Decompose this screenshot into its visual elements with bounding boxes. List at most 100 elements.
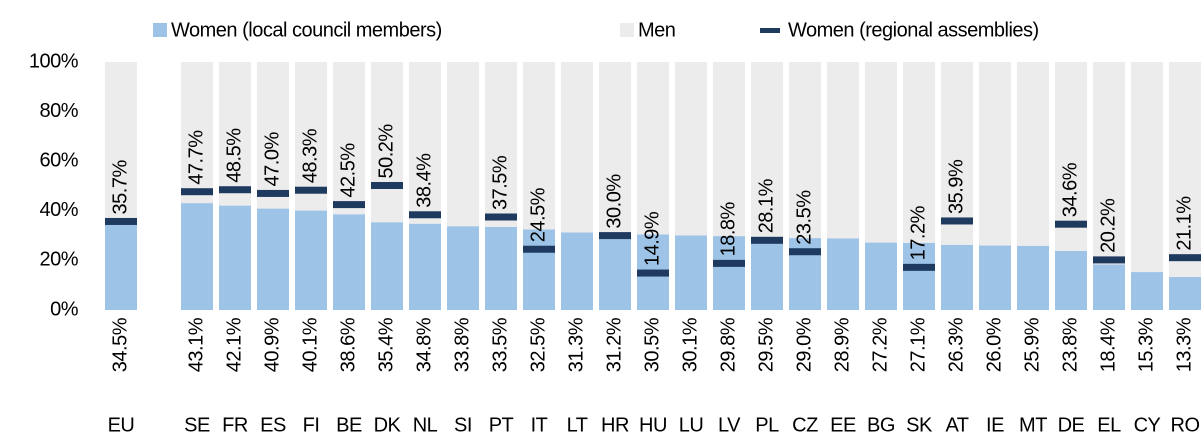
marker: [219, 186, 251, 194]
marker: [523, 245, 555, 253]
x-tick-label: SK: [906, 414, 933, 436]
bar-segment: [485, 62, 517, 227]
bar-segment: [675, 235, 707, 310]
x-tick-label: NL: [413, 414, 438, 436]
marker: [371, 182, 403, 190]
x-tick-label: HR: [601, 414, 629, 436]
data-label: 40.1%: [299, 317, 321, 372]
legend-swatch: [760, 28, 780, 33]
bar-segment: [447, 62, 479, 227]
marker: [485, 213, 517, 221]
data-label: 50.2%: [375, 124, 397, 179]
y-tick-label: 80%: [39, 100, 78, 122]
x-tick-label: AT: [945, 414, 968, 436]
x-tick-label: SI: [454, 414, 472, 436]
bar-segment: [295, 62, 327, 211]
data-label: 17.2%: [907, 205, 929, 260]
marker: [181, 188, 213, 196]
data-label: 14.9%: [641, 211, 663, 266]
data-label: 31.3%: [565, 317, 587, 372]
marker: [713, 259, 745, 267]
bar-segment: [447, 226, 479, 310]
data-label: 33.8%: [451, 317, 473, 372]
bar-segment: [105, 224, 137, 310]
data-label: 18.8%: [717, 201, 739, 256]
bar-segment: [1169, 62, 1201, 278]
data-label: 34.8%: [413, 317, 435, 372]
marker: [105, 217, 137, 225]
bar-segment: [789, 62, 821, 239]
data-label: 21.1%: [1173, 196, 1195, 251]
data-label: 23.5%: [793, 190, 815, 245]
x-tick-label: IE: [986, 414, 1004, 436]
data-label: 27.1%: [907, 317, 929, 372]
x-tick-label: CZ: [792, 414, 818, 436]
marker: [637, 269, 669, 277]
bar-segment: [219, 205, 251, 310]
data-label: 35.4%: [375, 317, 397, 372]
bar-segment: [485, 226, 517, 310]
bar-segment: [979, 245, 1011, 310]
marker: [599, 232, 631, 240]
marker: [409, 211, 441, 219]
data-label: 33.5%: [489, 317, 511, 372]
bar-segment: [181, 62, 213, 204]
marker: [1093, 256, 1125, 264]
bar-segment: [105, 62, 137, 225]
bar-segment: [1169, 277, 1201, 310]
bar-segment: [979, 62, 1011, 246]
x-tick-label: PL: [755, 414, 779, 436]
legend-swatch: [620, 23, 634, 37]
bar-segment: [751, 236, 783, 310]
data-label: 42.1%: [223, 317, 245, 372]
marker: [789, 248, 821, 256]
data-label: 48.3%: [299, 128, 321, 183]
x-tick-label: FI: [303, 414, 320, 436]
data-label: 30.1%: [679, 317, 701, 372]
bar-segment: [1017, 245, 1049, 310]
data-label: 47.7%: [185, 130, 207, 185]
data-label: 37.5%: [489, 155, 511, 210]
bar-segment: [903, 62, 935, 243]
data-label: 24.5%: [527, 187, 549, 242]
x-tick-label: PT: [489, 414, 514, 436]
x-tick-label: IT: [531, 414, 548, 436]
data-label: 13.3%: [1173, 317, 1195, 372]
y-tick-label: 0%: [50, 298, 79, 320]
data-label: 47.0%: [261, 132, 283, 187]
data-label: 38.4%: [413, 153, 435, 208]
bar-segment: [295, 210, 327, 310]
bar-segment: [181, 203, 213, 310]
data-label: 25.9%: [1021, 317, 1043, 372]
x-tick-label: LU: [679, 414, 704, 436]
bar-segment: [371, 62, 403, 223]
y-tick-label: 60%: [39, 149, 78, 171]
x-tick-label: BG: [867, 414, 895, 436]
bar-segment: [219, 62, 251, 206]
bar-segment: [257, 62, 289, 209]
bar-segment: [371, 222, 403, 310]
x-tick-label: HU: [639, 414, 667, 436]
bar-segment: [561, 232, 593, 310]
marker: [1055, 220, 1087, 228]
bar-segment: [751, 62, 783, 237]
y-tick-label: 100%: [29, 50, 79, 72]
data-label: 20.2%: [1097, 198, 1119, 253]
bar-segment: [1093, 264, 1125, 310]
marker: [751, 236, 783, 244]
data-label: 32.5%: [527, 317, 549, 372]
x-tick-label: EL: [1097, 414, 1121, 436]
bar-segment: [409, 223, 441, 310]
bar-segment: [713, 62, 745, 237]
marker: [903, 263, 935, 271]
data-label: 15.3%: [1135, 317, 1157, 372]
bar-segment: [903, 242, 935, 310]
marker: [257, 189, 289, 197]
bar-segment: [675, 62, 707, 236]
bar-segment: [1017, 62, 1049, 246]
bar-segment: [409, 62, 441, 224]
data-label: 18.4%: [1097, 317, 1119, 372]
bar-segment: [257, 208, 289, 310]
legend-label: Women (local council members): [171, 19, 442, 41]
